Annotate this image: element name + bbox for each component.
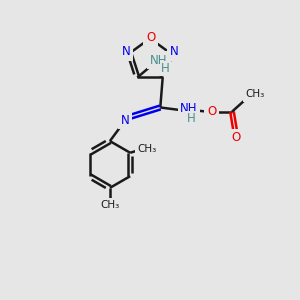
Text: O: O	[146, 31, 155, 44]
Text: O: O	[232, 131, 241, 144]
Text: N: N	[170, 45, 178, 58]
Text: H: H	[161, 62, 170, 75]
Text: NH: NH	[180, 103, 197, 116]
Text: CH₃: CH₃	[100, 200, 119, 210]
Text: N: N	[122, 45, 130, 58]
Text: NH: NH	[150, 54, 167, 67]
Text: N: N	[121, 114, 129, 127]
Text: CH₃: CH₃	[246, 89, 265, 99]
Text: H: H	[187, 112, 195, 125]
Text: CH₃: CH₃	[138, 144, 157, 154]
Text: O: O	[207, 105, 216, 118]
